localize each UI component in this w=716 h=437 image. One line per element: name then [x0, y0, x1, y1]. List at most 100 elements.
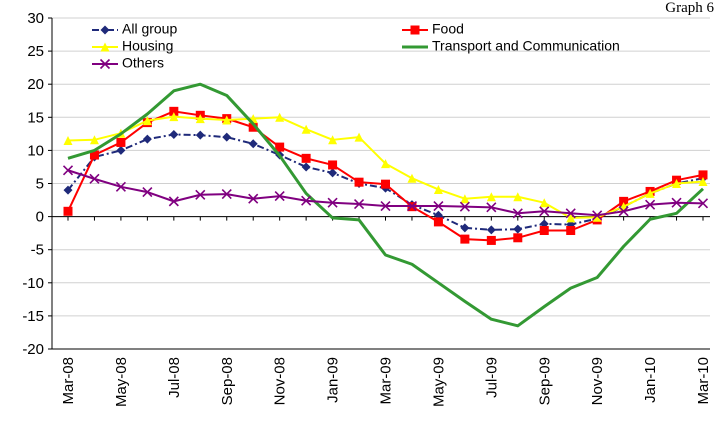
- series-line: [67, 169, 704, 217]
- marker: [697, 198, 709, 209]
- marker: [275, 142, 285, 152]
- marker: [274, 191, 285, 202]
- marker: [486, 225, 496, 235]
- marker: [195, 130, 205, 140]
- marker: [433, 200, 444, 212]
- marker: [63, 206, 73, 216]
- marker: [645, 188, 655, 198]
- chart-title: Graph 6: [665, 0, 714, 16]
- series-line: [67, 110, 704, 242]
- marker: [354, 177, 364, 187]
- marker: [353, 198, 365, 210]
- marker: [328, 135, 338, 145]
- x-tick-label: Sep-09: [536, 357, 553, 405]
- marker: [381, 179, 390, 189]
- marker: [406, 200, 418, 212]
- marker: [698, 170, 708, 180]
- marker: [513, 192, 523, 202]
- marker: [222, 132, 232, 142]
- x-tick-label: Mar-08: [60, 357, 77, 405]
- marker: [116, 137, 126, 147]
- marker: [565, 208, 576, 219]
- y-tick-label: 5: [36, 176, 44, 193]
- marker: [433, 184, 443, 194]
- marker: [433, 217, 443, 227]
- marker: [566, 213, 576, 223]
- series-line: [67, 82, 705, 328]
- legend-label: Transport and Communication: [432, 38, 620, 54]
- marker: [327, 197, 338, 208]
- legend-label: All group: [122, 21, 177, 37]
- marker: [169, 106, 179, 116]
- marker: [116, 145, 126, 155]
- y-tick-label: 15: [27, 109, 44, 126]
- marker: [672, 179, 682, 188]
- marker: [539, 206, 550, 217]
- marker: [486, 202, 497, 213]
- y-tick-label: 0: [36, 209, 44, 226]
- marker: [248, 122, 258, 132]
- marker: [513, 233, 523, 243]
- marker: [328, 160, 338, 170]
- x-tick-label: Jan-09: [325, 357, 342, 403]
- marker: [513, 224, 523, 234]
- marker: [142, 187, 153, 198]
- marker: [407, 173, 417, 183]
- marker: [671, 197, 682, 208]
- marker: [460, 194, 470, 204]
- marker: [169, 130, 179, 140]
- x-tick-label: May-08: [113, 357, 130, 407]
- marker: [460, 234, 470, 244]
- y-tick-label: -15: [22, 308, 44, 325]
- marker: [168, 196, 179, 207]
- x-tick-label: May-09: [430, 357, 447, 407]
- marker: [486, 192, 496, 202]
- marker: [512, 208, 523, 219]
- marker: [195, 189, 206, 200]
- y-tick-label: 20: [27, 76, 44, 93]
- marker: [380, 200, 391, 212]
- marker: [619, 196, 629, 206]
- y-tick-label: -20: [22, 341, 44, 358]
- marker: [222, 115, 232, 125]
- marker: [486, 235, 496, 245]
- x-tick-label: Nov-09: [589, 357, 606, 405]
- marker: [142, 116, 152, 126]
- x-tick-label: Mar-10: [695, 357, 712, 405]
- marker: [301, 195, 312, 206]
- marker: [100, 42, 110, 52]
- marker: [248, 193, 259, 204]
- marker: [99, 58, 111, 70]
- marker: [301, 153, 311, 163]
- marker: [459, 201, 470, 212]
- marker: [100, 25, 110, 35]
- x-tick-label: Jan-10: [642, 357, 659, 403]
- marker: [381, 159, 390, 169]
- x-tick-label: Jul-09: [483, 357, 500, 398]
- marker: [460, 223, 470, 233]
- x-tick-label: Jul-08: [166, 357, 183, 398]
- marker: [89, 150, 99, 160]
- legend: All group Food Housing Transport and Commun…: [92, 21, 620, 71]
- legend-label: Housing: [122, 38, 173, 54]
- marker: [195, 114, 205, 124]
- x-tick-label: Sep-08: [219, 357, 236, 405]
- y-tick-label: 10: [27, 142, 44, 159]
- marker: [539, 226, 549, 236]
- marker: [645, 199, 656, 210]
- marker: [169, 112, 179, 122]
- marker: [354, 132, 364, 142]
- marker: [410, 25, 420, 35]
- marker: [539, 198, 549, 208]
- x-tick-label: Nov-08: [272, 357, 289, 405]
- marker: [63, 185, 73, 195]
- y-tick-label: 30: [27, 10, 44, 27]
- marker: [301, 162, 311, 172]
- x-tick-label: Mar-09: [378, 357, 395, 405]
- legend-label: Food: [432, 21, 464, 37]
- marker: [328, 168, 338, 178]
- y-tick-label: 25: [27, 43, 44, 60]
- marker: [592, 210, 603, 221]
- marker: [275, 112, 285, 122]
